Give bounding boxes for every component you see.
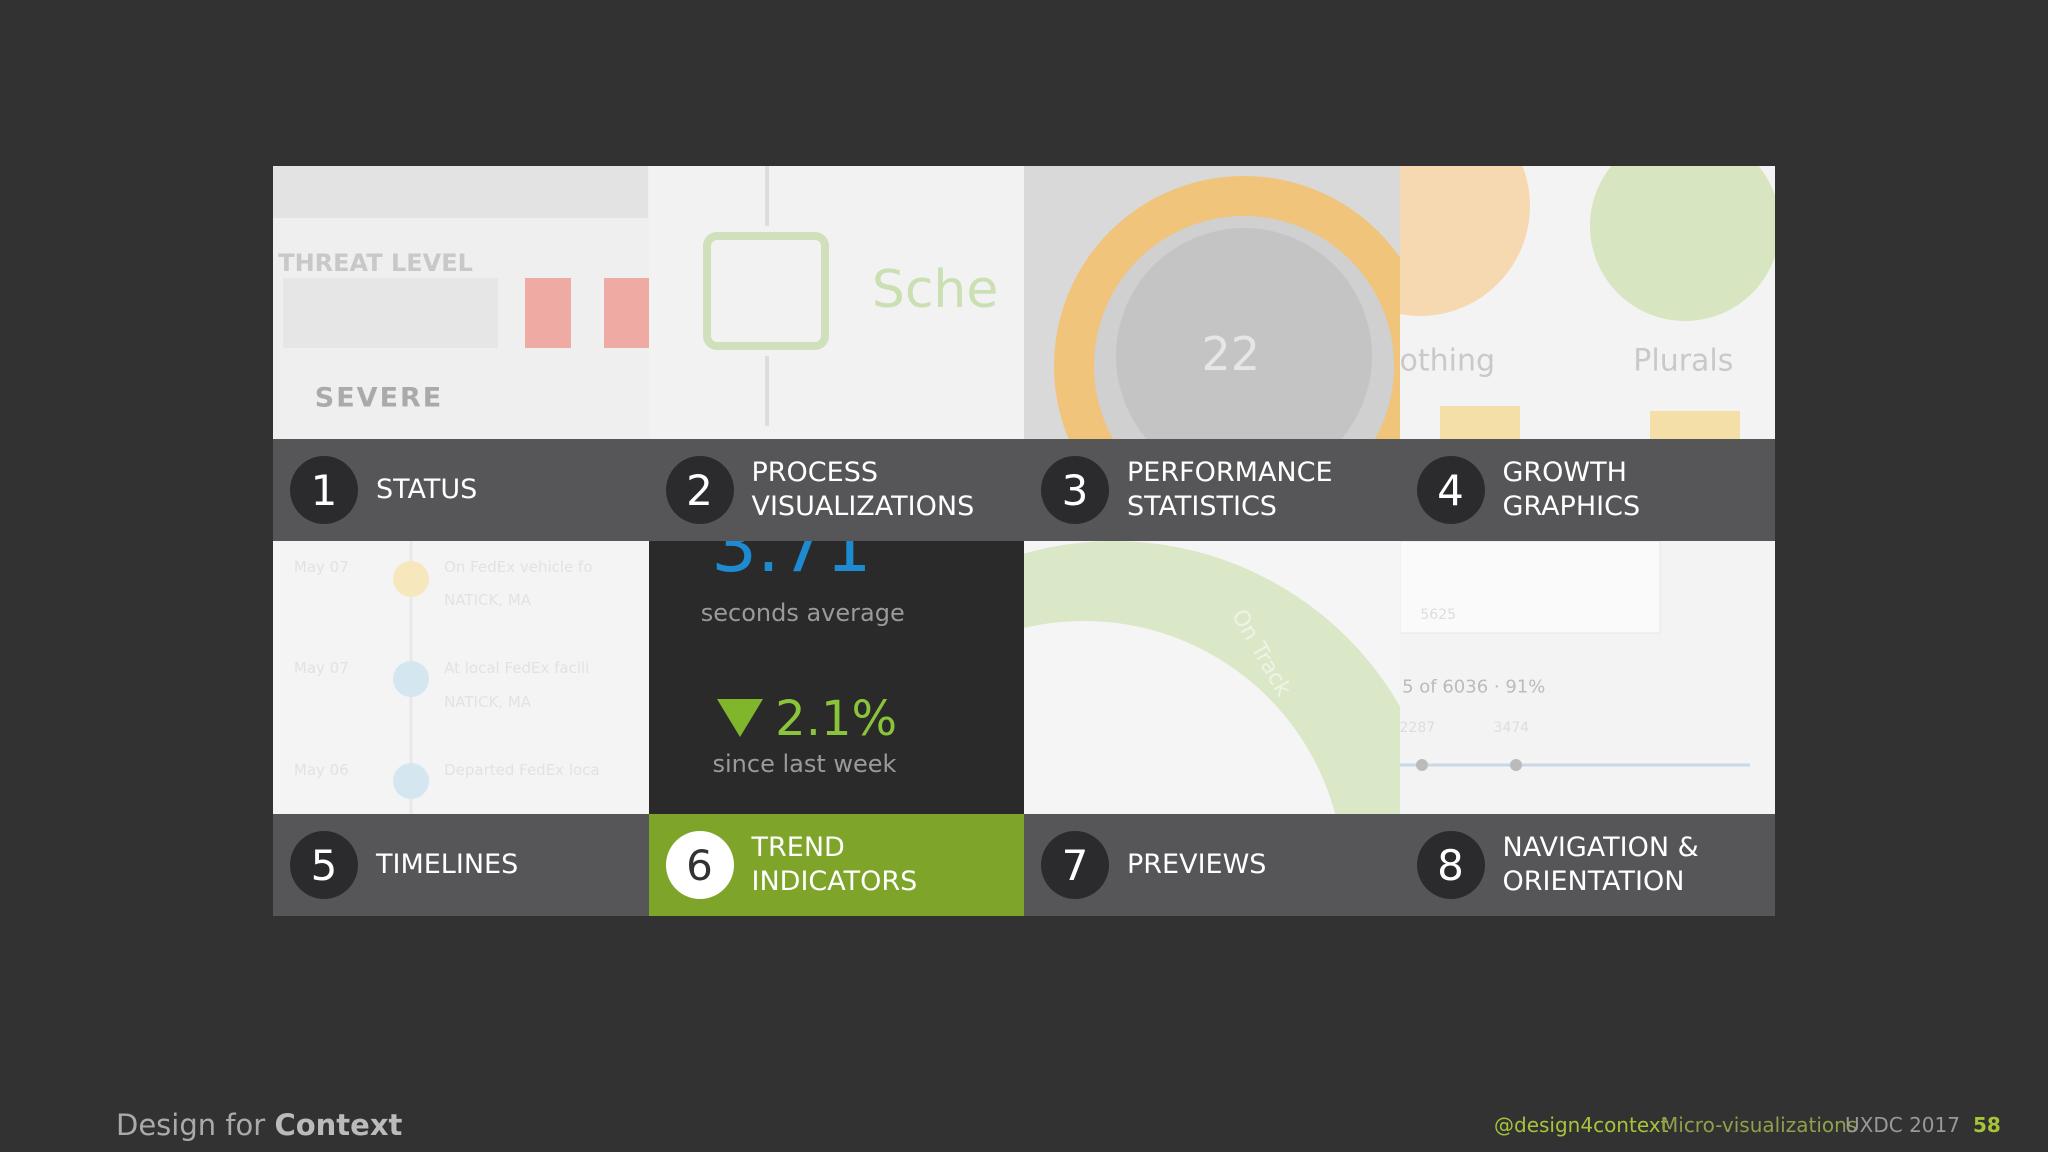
tile-preview: Sche [648,166,1024,439]
tile-label-line: STATUS [376,474,478,505]
event: UXDC 2017 [1845,1113,1960,1137]
tile-preview: 3.71 seconds average 2.1% since last week [648,541,1024,814]
preview-text: 3.71 [711,541,872,589]
tile-label-band[interactable]: 2 PROCESS VISUALIZATIONS [648,439,1024,541]
tile-label-line: INDICATORS [751,866,918,897]
preview-graphic [716,699,763,737]
tile-label-line: TIMELINES [376,849,519,880]
tile-label: GROWTH GRAPHICS [1503,456,1641,524]
preview-graphic [1054,176,1400,439]
tile-label-band[interactable]: 1 STATUS [273,439,649,541]
preview-graphic [273,166,649,348]
tile-label-band[interactable]: 7 PREVIEWS [1024,814,1400,916]
tile-label-line: PREVIEWS [1127,849,1267,880]
preview-text: 5625 [1420,607,1457,624]
tile-preview: othing Plurals [1399,166,1775,439]
tile-label: TIMELINES [376,848,518,882]
tile-label-band[interactable]: 5 TIMELINES [273,814,649,916]
tile-label-line: STATISTICS [1127,491,1277,522]
tile-label: NAVIGATION & ORIENTATION [1503,831,1699,899]
tile-label-line: GROWTH [1502,457,1627,488]
preview-text: 3474 [1493,719,1530,736]
tile-label-line: VISUALIZATIONS [751,491,975,522]
preview-graphic [393,541,429,814]
brand: Design for Context [116,1108,402,1142]
tile-label: PROCESS VISUALIZATIONS [752,456,975,524]
brand-light: Design for [116,1108,266,1142]
preview-text: THREAT LEVEL [278,248,473,277]
tile-label-line: NAVIGATION & [1502,832,1699,863]
preview-text: SEVERE [314,382,444,414]
preview-text: seconds average [700,598,905,627]
preview-text: Departed FedEx loca [444,760,600,779]
preview-text: 22 [1201,327,1260,382]
tile-label: STATUS [376,473,477,507]
tile-number: 7 [1041,831,1109,899]
preview-graphic [1024,541,1400,814]
tile-label-band[interactable]: 8 NAVIGATION & ORIENTATION [1399,814,1775,916]
tile-label: PREVIEWS [1127,848,1266,882]
preview-text: since last week [712,750,897,779]
tile-preview: 22 [1024,166,1400,439]
preview-text: 2287 [1399,719,1436,736]
tile-preview: THREAT LEVEL SEVERE [273,166,649,439]
preview-text: On FedEx vehicle fo [444,558,593,577]
preview-text: NATICK, MA [444,590,532,609]
preview-text: May 07 [293,658,349,677]
preview-graphic [1399,541,1750,771]
tile-number: 8 [1416,831,1485,899]
tile-label: TREND INDICATORS [752,831,918,899]
tile-number: 2 [665,456,734,524]
tile-label-line: PERFORMANCE [1127,457,1333,488]
tile-preview: On Track [1024,541,1400,814]
brand-bold: Context [274,1108,403,1142]
tile-label-line: TREND [751,832,845,863]
tile-label-band[interactable]: 3 PERFORMANCE STATISTICS [1024,439,1400,541]
topic: Micro-visualizations [1661,1113,1858,1137]
preview-text: Sche [871,260,999,321]
tile-preview: May 07 On FedEx vehicle fo NATICK, MA May 0… [273,541,649,814]
tile-label: PERFORMANCE STATISTICS [1127,456,1333,524]
tile-label-line: GRAPHICS [1502,491,1641,522]
preview-text: 5 of 6036 · 91% [1402,676,1546,698]
tile-number: 3 [1041,456,1109,524]
preview-text: NATICK, MA [444,692,532,711]
tile-number: 6 [665,831,734,899]
preview-text: 2.1% [775,690,898,747]
tile-preview: 5625 5 of 6036 · 91% 2287 3474 [1399,541,1775,814]
page-number: 58 [1973,1113,2001,1137]
preview-graphic [1399,166,1775,439]
tile-label-band[interactable]: 4 GROWTH GRAPHICS [1399,439,1775,541]
handle: @design4context [1494,1113,1669,1137]
preview-graphic [702,166,829,426]
preview-text: At local FedEx facili [444,658,590,677]
tile-number: 1 [290,456,358,524]
tile-number: 5 [290,831,358,899]
preview-text: May 07 [293,558,349,577]
tile-label-line: ORIENTATION [1502,866,1685,897]
tile-label-band[interactable]: 6 TREND INDICATORS [648,814,1024,916]
preview-text: May 06 [293,760,349,779]
tile-label-line: PROCESS [751,457,878,488]
preview-text: othing [1399,343,1496,379]
tile-number: 4 [1416,456,1485,524]
preview-text: Plurals [1633,343,1734,379]
